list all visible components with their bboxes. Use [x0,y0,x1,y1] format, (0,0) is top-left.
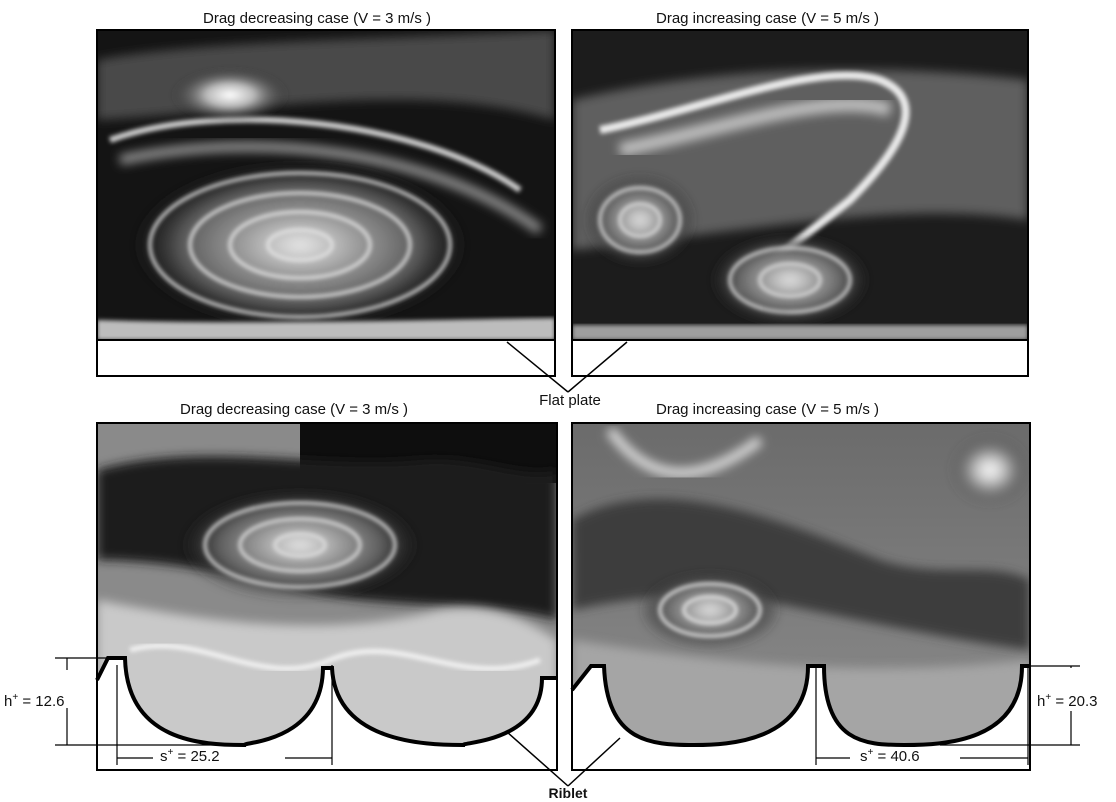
right-h-plus-annotation: h+ = 20.3 [1037,692,1098,711]
bottom-left-frame [96,422,558,771]
left-s-plus-annotation: s+ = 25.2 [160,747,220,766]
riblet-leader-left [506,731,569,787]
bottom-right-caption: Drag increasing case (V = 5 m/s ) [656,401,880,418]
top-right-flow-image [572,30,1028,340]
bottom-left-flow-image [97,423,556,745]
bottom-right-frame [571,422,1031,771]
flat-plate-leader-right [567,341,628,393]
flat-plate-leader-left [506,341,569,393]
right-dimension-lines [815,665,1080,765]
top-left-frame [96,29,556,377]
riblet-label: Riblet [548,785,588,801]
bottom-right-flow-image [572,423,1030,745]
riblet-left-profile [95,656,556,748]
flat-plate-label: Flat plate [539,392,601,409]
bottom-left-caption: Drag decreasing case (V = 3 m/s ) [180,401,409,418]
left-dimension-lines [55,657,333,765]
riblet-right-profile [570,664,1030,748]
top-right-caption: Drag increasing case (V = 5 m/s ) [656,10,880,27]
right-s-plus-annotation: s+ = 40.6 [860,747,920,766]
top-left-flow-image [97,30,555,340]
riblet-leader-right [567,737,621,787]
left-h-plus-annotation: h+ = 12.6 [4,692,65,711]
top-right-frame [571,29,1029,377]
top-left-caption: Drag decreasing case (V = 3 m/s ) [203,10,432,27]
